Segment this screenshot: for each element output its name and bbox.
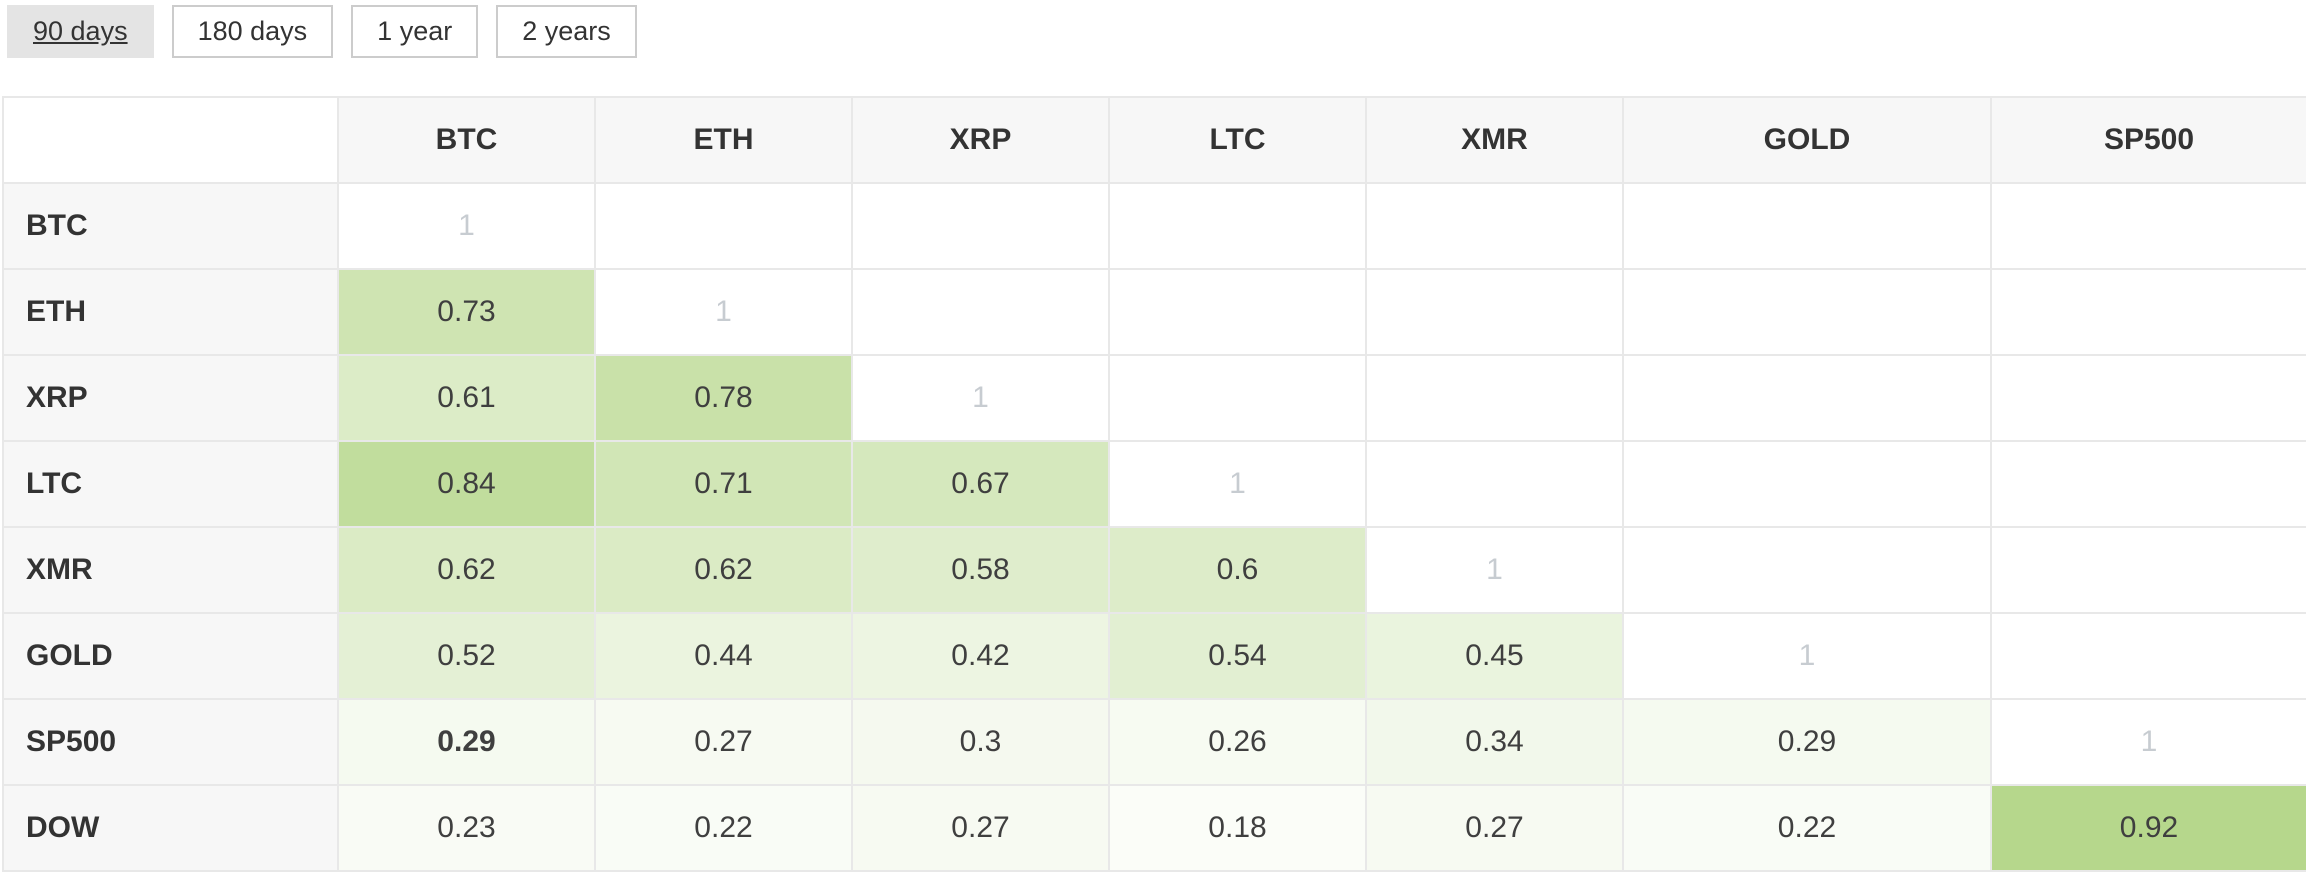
cell-BTC-XRP xyxy=(851,182,1110,270)
row-header-XMR: XMR xyxy=(2,526,339,614)
column-header-XMR: XMR xyxy=(1365,96,1624,184)
cell-DOW-LTC: 0.18 xyxy=(1108,784,1367,872)
cell-BTC-BTC: 1 xyxy=(337,182,596,270)
cell-XRP-BTC: 0.61 xyxy=(337,354,596,442)
cell-LTC-XMR xyxy=(1365,440,1624,528)
matrix-row-XMR: XMR 0.62 0.62 0.58 0.6 1 xyxy=(2,526,2306,614)
period-tab-bar: 90 days 180 days 1 year 2 years xyxy=(7,5,2306,58)
column-header-BTC: BTC xyxy=(337,96,596,184)
cell-XMR-ETH: 0.62 xyxy=(594,526,853,614)
cell-SP500-SP500: 1 xyxy=(1990,698,2306,786)
matrix-row-SP500: SP500 0.29 0.27 0.3 0.26 0.34 0.29 1 xyxy=(2,698,2306,786)
cell-XRP-SP500 xyxy=(1990,354,2306,442)
cell-LTC-XRP: 0.67 xyxy=(851,440,1110,528)
cell-LTC-SP500 xyxy=(1990,440,2306,528)
cell-DOW-SP500: 0.92 xyxy=(1990,784,2306,872)
cell-DOW-BTC: 0.23 xyxy=(337,784,596,872)
cell-ETH-GOLD xyxy=(1622,268,1992,356)
tab-180-days[interactable]: 180 days xyxy=(171,5,334,58)
row-header-XRP: XRP xyxy=(2,354,339,442)
cell-XMR-XRP: 0.58 xyxy=(851,526,1110,614)
tab-90-days[interactable]: 90 days xyxy=(7,5,154,58)
row-header-BTC: BTC xyxy=(2,182,339,270)
cell-XMR-BTC: 0.62 xyxy=(337,526,596,614)
header-row: BTC ETH XRP LTC XMR GOLD SP500 xyxy=(2,96,2306,184)
cell-XMR-GOLD xyxy=(1622,526,1992,614)
column-header-XRP: XRP xyxy=(851,96,1110,184)
row-header-LTC: LTC xyxy=(2,440,339,528)
row-header-GOLD: GOLD xyxy=(2,612,339,700)
cell-SP500-GOLD: 0.29 xyxy=(1622,698,1992,786)
cell-BTC-LTC xyxy=(1108,182,1367,270)
cell-SP500-ETH: 0.27 xyxy=(594,698,853,786)
cell-LTC-GOLD xyxy=(1622,440,1992,528)
cell-XMR-XMR: 1 xyxy=(1365,526,1624,614)
cell-SP500-XRP: 0.3 xyxy=(851,698,1110,786)
cell-LTC-ETH: 0.71 xyxy=(594,440,853,528)
cell-DOW-XMR: 0.27 xyxy=(1365,784,1624,872)
cell-BTC-SP500 xyxy=(1990,182,2306,270)
cell-ETH-XRP xyxy=(851,268,1110,356)
cell-XRP-ETH: 0.78 xyxy=(594,354,853,442)
matrix-row-BTC: BTC 1 xyxy=(2,182,2306,270)
cell-XRP-XRP: 1 xyxy=(851,354,1110,442)
matrix-row-LTC: LTC 0.84 0.71 0.67 1 xyxy=(2,440,2306,528)
cell-SP500-XMR: 0.34 xyxy=(1365,698,1624,786)
matrix-row-GOLD: GOLD 0.52 0.44 0.42 0.54 0.45 1 xyxy=(2,612,2306,700)
cell-BTC-ETH xyxy=(594,182,853,270)
cell-GOLD-XRP: 0.42 xyxy=(851,612,1110,700)
cell-SP500-LTC: 0.26 xyxy=(1108,698,1367,786)
cell-GOLD-LTC: 0.54 xyxy=(1108,612,1367,700)
cell-GOLD-ETH: 0.44 xyxy=(594,612,853,700)
cell-XMR-SP500 xyxy=(1990,526,2306,614)
tab-1-year[interactable]: 1 year xyxy=(351,5,479,58)
cell-SP500-BTC: 0.29 xyxy=(337,698,596,786)
cell-DOW-GOLD: 0.22 xyxy=(1622,784,1992,872)
cell-XRP-XMR xyxy=(1365,354,1624,442)
column-header-SP500: SP500 xyxy=(1990,96,2306,184)
cell-LTC-BTC: 0.84 xyxy=(337,440,596,528)
cell-ETH-SP500 xyxy=(1990,268,2306,356)
cell-BTC-GOLD xyxy=(1622,182,1992,270)
corner-cell xyxy=(2,96,339,184)
cell-GOLD-XMR: 0.45 xyxy=(1365,612,1624,700)
cell-ETH-ETH: 1 xyxy=(594,268,853,356)
row-header-SP500: SP500 xyxy=(2,698,339,786)
cell-XRP-LTC xyxy=(1108,354,1367,442)
column-header-LTC: LTC xyxy=(1108,96,1367,184)
column-header-ETH: ETH xyxy=(594,96,853,184)
cell-LTC-LTC: 1 xyxy=(1108,440,1367,528)
tab-2-years[interactable]: 2 years xyxy=(496,5,637,58)
cell-DOW-XRP: 0.27 xyxy=(851,784,1110,872)
row-header-ETH: ETH xyxy=(2,268,339,356)
cell-GOLD-BTC: 0.52 xyxy=(337,612,596,700)
cell-BTC-XMR xyxy=(1365,182,1624,270)
matrix-row-XRP: XRP 0.61 0.78 1 xyxy=(2,354,2306,442)
cell-ETH-BTC: 0.73 xyxy=(337,268,596,356)
cell-XRP-GOLD xyxy=(1622,354,1992,442)
cell-XMR-LTC: 0.6 xyxy=(1108,526,1367,614)
column-header-GOLD: GOLD xyxy=(1622,96,1992,184)
correlation-matrix: BTC ETH XRP LTC XMR GOLD SP500 BTC 1 ETH 0.73 1 XRP… xyxy=(2,96,2306,872)
cell-GOLD-GOLD: 1 xyxy=(1622,612,1992,700)
matrix-row-ETH: ETH 0.73 1 xyxy=(2,268,2306,356)
cell-ETH-LTC xyxy=(1108,268,1367,356)
matrix-body: BTC 1 ETH 0.73 1 XRP 0.61 0.78 1 LTC 0.84 0.71 0.67 1… xyxy=(2,182,2306,872)
cell-GOLD-SP500 xyxy=(1990,612,2306,700)
cell-DOW-ETH: 0.22 xyxy=(594,784,853,872)
matrix-row-DOW: DOW 0.23 0.22 0.27 0.18 0.27 0.22 0.92 xyxy=(2,784,2306,872)
row-header-DOW: DOW xyxy=(2,784,339,872)
cell-ETH-XMR xyxy=(1365,268,1624,356)
